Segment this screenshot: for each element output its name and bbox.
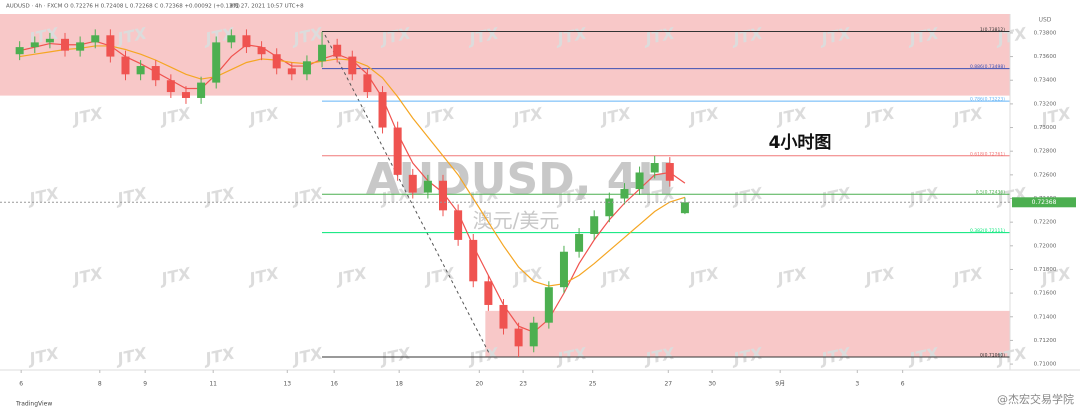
y-tick-label: 0.71600 (1034, 291, 1057, 297)
x-tick-label: 25 (589, 381, 597, 388)
x-tick-label: 23 (519, 381, 527, 388)
fib-label: 0(0.71060) (980, 352, 1005, 358)
x-tick-label: 13 (283, 381, 291, 388)
candle-body (423, 180, 432, 193)
y-tick-label: 0.71200 (1034, 338, 1057, 344)
y-tick-label: 0.71800 (1034, 267, 1057, 273)
candle-body (227, 35, 236, 43)
candle-body (484, 281, 493, 305)
x-tick-label: 18 (395, 381, 403, 388)
candle-body (680, 202, 689, 214)
candle-body (620, 189, 629, 199)
candle-body (439, 180, 448, 211)
candle-body (287, 68, 296, 75)
candle-body (650, 163, 659, 173)
candle-body (318, 44, 327, 62)
x-tick-label: 8 (98, 381, 102, 388)
candle-body (635, 172, 644, 190)
candle-body (665, 163, 674, 181)
x-tick-label: 16 (330, 381, 338, 388)
y-tick-label: 0.72800 (1034, 149, 1057, 155)
candle-body (408, 174, 417, 193)
published: 8月 27, 2021 10:57 UTC+8 (230, 3, 304, 10)
zone (485, 310, 1010, 357)
candle-body (106, 35, 115, 57)
candle-body (272, 54, 281, 69)
candle-body (469, 239, 478, 282)
candle-body (454, 210, 463, 240)
y-tick-label: 0.73200 (1034, 101, 1057, 107)
plot (15, 29, 689, 357)
candle-body (91, 35, 100, 43)
y-tick-label: 0.73800 (1034, 30, 1057, 36)
candle-body (393, 127, 402, 175)
candle-body (514, 328, 523, 347)
candle-body (45, 38, 54, 43)
credit: @杰宏交易学院 (997, 392, 1074, 406)
candle-body (30, 42, 39, 48)
header: AUDUSD · 4h · FXCM O 0.72276 H 0.72408 L… (6, 4, 240, 10)
x-tick-label: 3 (855, 381, 859, 388)
y-tick-label: 0.71400 (1034, 314, 1057, 320)
x-tick-label: 6 (19, 381, 23, 388)
y-tick-label: 0.72600 (1034, 172, 1057, 178)
x-tick-label: 9 (143, 381, 147, 388)
candle-body (242, 35, 251, 48)
last-price-label: 0.72368 (1032, 199, 1057, 206)
candle-body (544, 287, 553, 323)
candle-body (333, 44, 342, 57)
name-watermark: 澳元/美元 (473, 209, 560, 233)
fib-label: 0.382(0.72111) (970, 228, 1005, 234)
x-tick-label: 9月 (775, 381, 785, 388)
candle-body (378, 92, 387, 128)
zone (0, 14, 1010, 96)
x-tick-label: 27 (664, 381, 672, 388)
candle-body (181, 92, 190, 98)
candle-body (605, 198, 614, 217)
candle-body (575, 233, 584, 252)
candle-body (151, 66, 160, 81)
candle-body (197, 82, 206, 98)
trend-line (324, 34, 491, 356)
fib-label: 0.618(0.72761) (970, 151, 1005, 157)
candle-body (529, 322, 538, 347)
candle-body (559, 251, 568, 288)
x-tick-label: 6 (901, 381, 905, 388)
annotation: 4小时图 (769, 133, 832, 153)
fib-label: 0.886(0.73498) (970, 64, 1005, 70)
y-tick-label: 0.73000 (1034, 125, 1057, 131)
x-tick-label: 20 (475, 381, 483, 388)
fib-label: 0.786(0.73223) (970, 97, 1005, 103)
candle-body (257, 47, 266, 55)
y-tick-label: 0.72000 (1034, 243, 1057, 249)
last-price-tag (1012, 197, 1076, 208)
candle-body (61, 38, 70, 51)
candle-body (499, 304, 508, 329)
candle-body (212, 42, 221, 83)
candle-body (121, 56, 130, 75)
candle-body (15, 47, 24, 55)
candle-body (136, 66, 145, 75)
candle-body (76, 42, 85, 51)
candle-body (302, 61, 311, 75)
candle-body (590, 216, 599, 234)
candle-body (166, 80, 175, 93)
y-tick-label: 0.73600 (1034, 54, 1057, 60)
y-tick-label: 0.73400 (1034, 78, 1057, 84)
x-tick-label: 30 (708, 381, 716, 388)
fib-label: 1(0.73812) (980, 27, 1005, 33)
candle-body (363, 74, 372, 93)
candle-body (348, 56, 357, 75)
y-tick-label: 0.72200 (1034, 220, 1057, 226)
currency: USD (1039, 17, 1052, 24)
fib-label: 0.5(0.72436) (976, 190, 1006, 196)
y-tick-label: 0.71000 (1034, 362, 1057, 368)
x-tick-label: 11 (209, 381, 217, 388)
fib-levels: 1(0.73812) 0.886(0.73498) 0.786(0.73223) 0.… (322, 27, 1010, 358)
footer: TradingView (15, 401, 52, 408)
